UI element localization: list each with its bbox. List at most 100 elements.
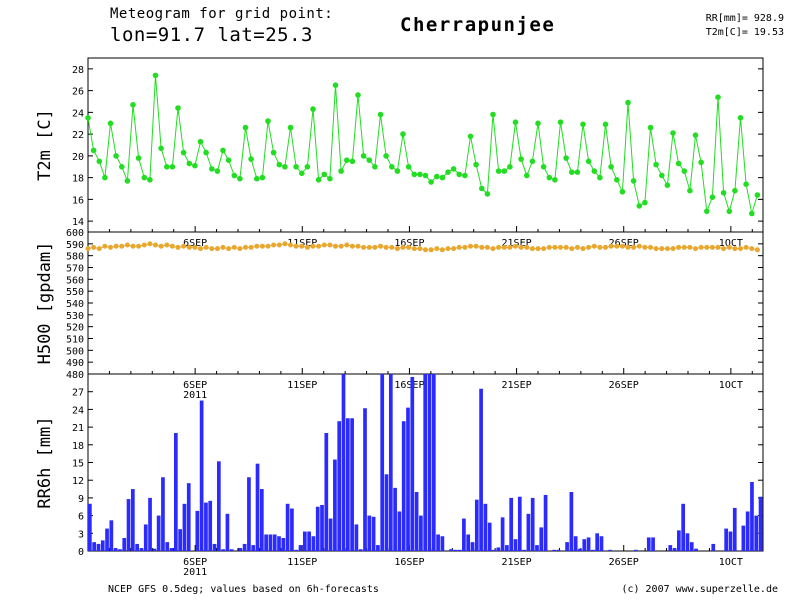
t2m-point <box>293 164 299 170</box>
t2m-line <box>87 75 758 214</box>
x-tick-label: 26SEP <box>609 557 639 568</box>
t2m-point <box>389 164 395 170</box>
panel-frame-2 <box>87 231 764 375</box>
rr6h-bar <box>126 499 131 551</box>
t2m-point <box>456 171 463 178</box>
h500-point <box>535 246 541 252</box>
t2m-point <box>411 171 418 178</box>
h500-point <box>186 244 192 250</box>
h500-point <box>754 247 760 253</box>
rr6h-bar <box>178 529 182 551</box>
rr6h-bar <box>333 459 337 551</box>
t2m-point <box>147 177 153 183</box>
h500-point <box>631 244 637 250</box>
t2m-point <box>692 132 699 138</box>
rr6h-bar <box>517 496 522 551</box>
y-tick-label: 21 <box>72 423 84 434</box>
rr6h-bar <box>694 548 698 551</box>
rr6h-bar <box>470 542 475 551</box>
t2m-point <box>355 92 361 98</box>
t2m-point <box>152 72 159 79</box>
y-tick-label: 15 <box>72 459 84 470</box>
t2m-point <box>242 124 249 131</box>
rr6h-bar <box>208 500 213 551</box>
rr6h-bar <box>294 549 299 551</box>
t2m-point <box>552 177 558 183</box>
h500-point <box>226 246 232 252</box>
rr6h-bar <box>728 531 733 551</box>
t2m-point <box>192 162 198 169</box>
rr6h-bar <box>143 524 148 551</box>
t2m-mean-label: T2m[C]= 19.53 <box>705 27 784 38</box>
t2m-point <box>563 155 569 161</box>
rr6h-bar <box>341 374 346 551</box>
rr6h-bar <box>496 547 501 551</box>
t2m-point <box>732 187 738 194</box>
h500-point <box>563 244 569 250</box>
rr6h-bar <box>479 388 483 551</box>
h500-point <box>130 243 136 249</box>
rr6h-bar <box>298 545 303 551</box>
rr6h-bar <box>307 531 311 551</box>
y-tick-label: 20 <box>72 152 84 163</box>
t2m-point <box>743 181 749 187</box>
t2m-point <box>557 119 564 125</box>
y-tick-label: 3 <box>78 529 84 540</box>
x-tick-label: 11SEP <box>287 238 317 249</box>
h500-point <box>316 243 322 249</box>
h500-point <box>299 243 305 249</box>
rr6h-bar <box>247 477 251 551</box>
t2m-point <box>102 174 108 181</box>
h500-point <box>406 244 412 250</box>
y-tick-label: 28 <box>72 65 84 76</box>
rr6h-bar <box>100 540 105 551</box>
rr6h-bar <box>457 549 462 551</box>
t2m-point <box>535 120 541 127</box>
t2m-point <box>439 174 446 181</box>
h500-point <box>709 244 715 250</box>
t2m-point <box>619 189 626 195</box>
t2m-point <box>726 208 733 215</box>
t2m-point <box>653 161 659 168</box>
h500-point <box>389 244 395 250</box>
rr6h-bar <box>634 549 638 551</box>
rr6h-bar <box>431 374 436 551</box>
x-tick-label: 1OCT <box>719 238 743 249</box>
h500-point <box>169 243 175 249</box>
x-tick-label: 26SEP <box>609 380 639 391</box>
rr6h-bar <box>569 492 574 551</box>
t2m-point <box>630 178 637 184</box>
h500-point <box>102 243 108 249</box>
h500-point <box>423 247 428 253</box>
y-tick-label: 22 <box>72 130 84 141</box>
y-tick-label: 24 <box>72 108 84 119</box>
rr6h-bar <box>105 528 109 551</box>
h500-point <box>276 242 282 248</box>
rr6h-bar <box>130 489 135 551</box>
rr6h-bar <box>526 513 531 551</box>
h500-point <box>243 244 248 250</box>
h500-point <box>282 241 288 247</box>
rr6h-bar <box>505 545 509 551</box>
t2m-point <box>704 208 710 215</box>
rr6h-bar <box>204 502 208 551</box>
h500-point <box>136 243 142 249</box>
t2m-point <box>130 102 136 108</box>
h500-point <box>304 244 310 250</box>
rr6h-bar <box>552 549 557 551</box>
rr6h-bar <box>668 545 673 551</box>
h500-point <box>147 241 153 247</box>
t2m-point <box>715 94 721 100</box>
t2m-point <box>175 105 181 111</box>
t2m-point <box>512 119 519 125</box>
chart-header: Meteogram for grid point: lon=91.7 lat=2… <box>110 6 333 46</box>
summary-values: RR[mm]= 928.9 T2m[C]= 19.53 <box>706 12 784 40</box>
rr6h-bar <box>328 518 333 551</box>
y-tick-label: 14 <box>72 217 84 228</box>
rr6h-bar <box>758 496 763 551</box>
y-tick-label: 480 <box>66 370 84 381</box>
h500-point <box>254 243 260 249</box>
y-tick-label: 500 <box>66 346 84 357</box>
y-tick-label: 26 <box>72 87 84 98</box>
rr6h-bar <box>238 548 243 551</box>
